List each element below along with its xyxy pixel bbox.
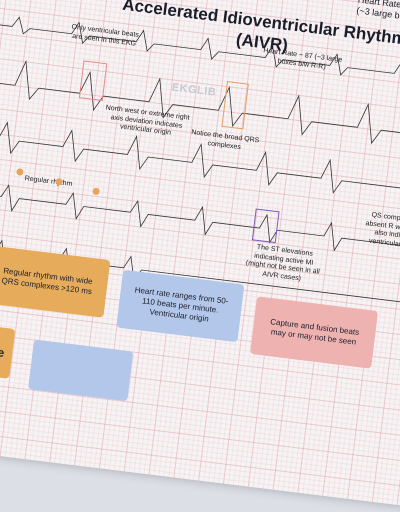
card-text: Regular rhythm with wide QRS complexes >…	[1, 266, 94, 297]
card-text: ide	[0, 343, 6, 360]
ecg-row-4	[0, 184, 400, 255]
card-text: Capture and fusion beats may or may not …	[269, 317, 360, 347]
highlight-box-qrs	[78, 60, 108, 102]
highlight-box-st	[251, 208, 280, 244]
card-text: Heart rate ranges from 50-110 beats per …	[134, 285, 229, 324]
ecg-row-2	[0, 59, 400, 145]
ecg-row-1	[0, 16, 400, 86]
ecg-row-3	[0, 121, 400, 198]
